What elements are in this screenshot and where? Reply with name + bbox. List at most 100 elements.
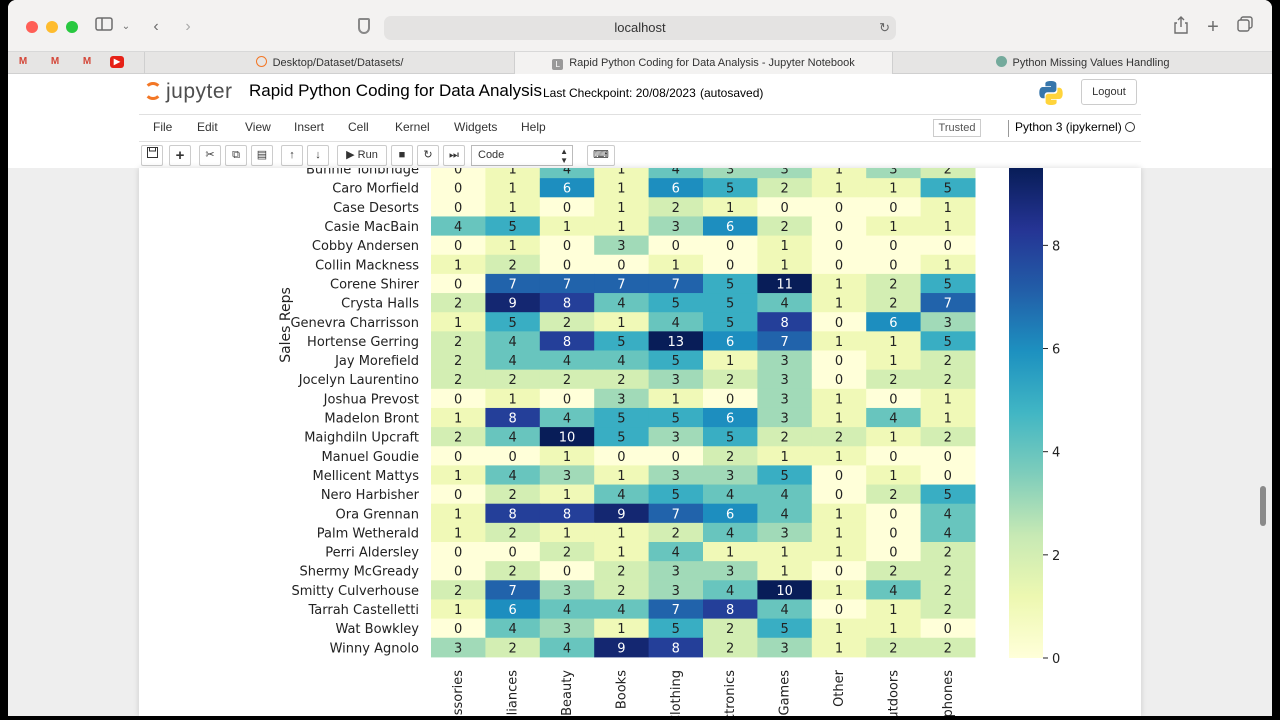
menu-edit[interactable]: Edit [197, 120, 218, 134]
heatmap-cell-label: 1 [563, 450, 571, 465]
address-bar[interactable]: localhost ↻ [384, 16, 896, 40]
zoom-window-button[interactable] [66, 21, 78, 33]
move-up-icon[interactable]: ↑ [281, 145, 303, 166]
scrollbar-thumb[interactable] [1260, 486, 1266, 526]
heatmap-cell-label: 0 [726, 239, 734, 254]
heatmap-cell-label: 0 [672, 239, 680, 254]
tab-missing-values[interactable]: Python Missing Values Handling [892, 52, 1272, 74]
gmail-favorite-icon[interactable]: M [50, 56, 60, 67]
add-cell-icon[interactable]: + [169, 145, 191, 166]
paste-icon[interactable]: ▤ [251, 145, 273, 166]
keyboard-icon[interactable]: ⌨ [587, 145, 615, 166]
close-window-button[interactable] [26, 21, 38, 33]
menu-help[interactable]: Help [521, 120, 546, 134]
copy-icon[interactable]: ⧉ [225, 145, 247, 166]
logout-button[interactable]: Logout [1081, 79, 1137, 105]
kernel-name[interactable]: Python 3 (ipykernel) [1015, 120, 1122, 134]
tab-datasets[interactable]: Desktop/Dataset/Datasets/ [144, 52, 514, 74]
heatmap-cell-label: 3 [563, 584, 571, 599]
save-icon[interactable] [141, 145, 163, 166]
tab-label: Python Missing Values Handling [1012, 57, 1170, 69]
restart-icon[interactable]: ↻ [417, 145, 439, 166]
heatmap-cell-label: 5 [944, 488, 952, 503]
heatmap-cell-label: 1 [454, 603, 462, 618]
trusted-indicator[interactable]: Trusted [933, 119, 981, 137]
heatmap-cell-label: 4 [780, 297, 788, 312]
heatmap-cell [757, 542, 813, 562]
heatmap-cell-label: 1 [617, 526, 625, 541]
share-icon[interactable] [1172, 16, 1190, 38]
gmail-favorite-icon[interactable]: M [82, 56, 92, 67]
heatmap-cell-label: 1 [889, 354, 897, 369]
heatmap-cell-label: 1 [617, 622, 625, 637]
move-down-icon[interactable]: ↓ [307, 145, 329, 166]
privacy-shield-icon[interactable] [358, 18, 370, 34]
heatmap-cell-label: 2 [780, 182, 788, 197]
heatmap-cell [485, 599, 541, 620]
heatmap-cell-label: 0 [835, 201, 843, 216]
tab-overview-icon[interactable] [1236, 16, 1254, 38]
run-button[interactable]: ▶ Run [337, 145, 387, 166]
heatmap-cell [811, 273, 867, 294]
heatmap-cell [703, 580, 758, 600]
menu-cell[interactable]: Cell [348, 120, 369, 134]
youtube-favorite-icon[interactable]: ▶ [110, 56, 124, 68]
stop-icon[interactable]: ■ [391, 145, 413, 166]
menu-insert[interactable]: Insert [294, 120, 325, 134]
menu-file[interactable]: File [153, 120, 173, 134]
reload-icon[interactable]: ↻ [879, 20, 890, 35]
heatmap-cell [920, 407, 976, 428]
notebook-title[interactable]: Rapid Python Coding for Data Analysis [249, 81, 542, 100]
new-tab-icon[interactable]: + [1207, 16, 1219, 38]
tab-notebook[interactable]: L Rapid Python Coding for Data Analysis -… [514, 52, 892, 74]
heatmap-cell-label: 1 [835, 412, 843, 427]
heatmap-cell [648, 465, 704, 486]
row-label: Maighdiln Upcraft [304, 431, 419, 446]
heatmap-cell [811, 178, 867, 198]
menu-widgets[interactable]: Widgets [454, 120, 498, 134]
heatmap-cell-label: 0 [454, 622, 462, 637]
heatmap-cell-label: 4 [780, 603, 788, 618]
heatmap-cell [485, 235, 541, 256]
heatmap-cell [648, 168, 704, 179]
forward-icon[interactable]: › [185, 18, 191, 35]
heatmap-cell [811, 599, 867, 620]
menu-kernel[interactable]: Kernel [395, 120, 430, 134]
heatmap-cell-label: 6 [726, 220, 734, 235]
column-label: Other [832, 669, 847, 707]
row-label: Case Desorts [333, 201, 419, 216]
heatmap-cell-label: 6 [672, 182, 680, 197]
heatmap-cell-label: 1 [944, 258, 952, 273]
jupyter-logo[interactable]: jupyter [144, 80, 233, 104]
minimize-window-button[interactable] [46, 21, 58, 33]
heatmap-cell-label: 0 [780, 201, 788, 216]
heatmap-cell [703, 618, 758, 639]
url-text: localhost [614, 20, 666, 35]
heatmap-cell-label: 4 [563, 168, 571, 178]
row-label: Collin Mackness [315, 258, 419, 273]
heatmap-cell-label: 2 [454, 354, 462, 369]
fast-forward-icon[interactable]: ⏭ [443, 145, 465, 166]
heatmap-cell-label: 2 [617, 584, 625, 599]
heatmap-cell-label: 2 [563, 546, 571, 561]
chevron-down-icon[interactable]: ⌄ [121, 21, 131, 32]
heatmap-cell [811, 293, 867, 313]
menu-view[interactable]: View [245, 120, 271, 134]
back-icon[interactable]: ‹ [153, 18, 159, 35]
heatmap-cell-label: 2 [726, 622, 734, 637]
sidebar-toggle-icon[interactable] [94, 16, 114, 38]
heatmap-cell [485, 465, 541, 486]
column-label: Clothing [669, 670, 684, 716]
cut-icon[interactable]: ✂ [199, 145, 221, 166]
heatmap-cell-label: 2 [508, 641, 516, 656]
heatmap-cell-label: 2 [889, 488, 897, 503]
colorbar [1009, 168, 1043, 658]
gmail-favorite-icon[interactable]: M [18, 56, 28, 67]
heatmap-cell [920, 618, 976, 639]
heatmap-cell-label: 0 [454, 168, 462, 178]
cell-type-select[interactable]: Code ▲ ▼ [471, 145, 573, 166]
heatmap-cell [866, 407, 922, 428]
heatmap-cell-label: 6 [726, 507, 734, 522]
heatmap-cell [594, 465, 650, 486]
